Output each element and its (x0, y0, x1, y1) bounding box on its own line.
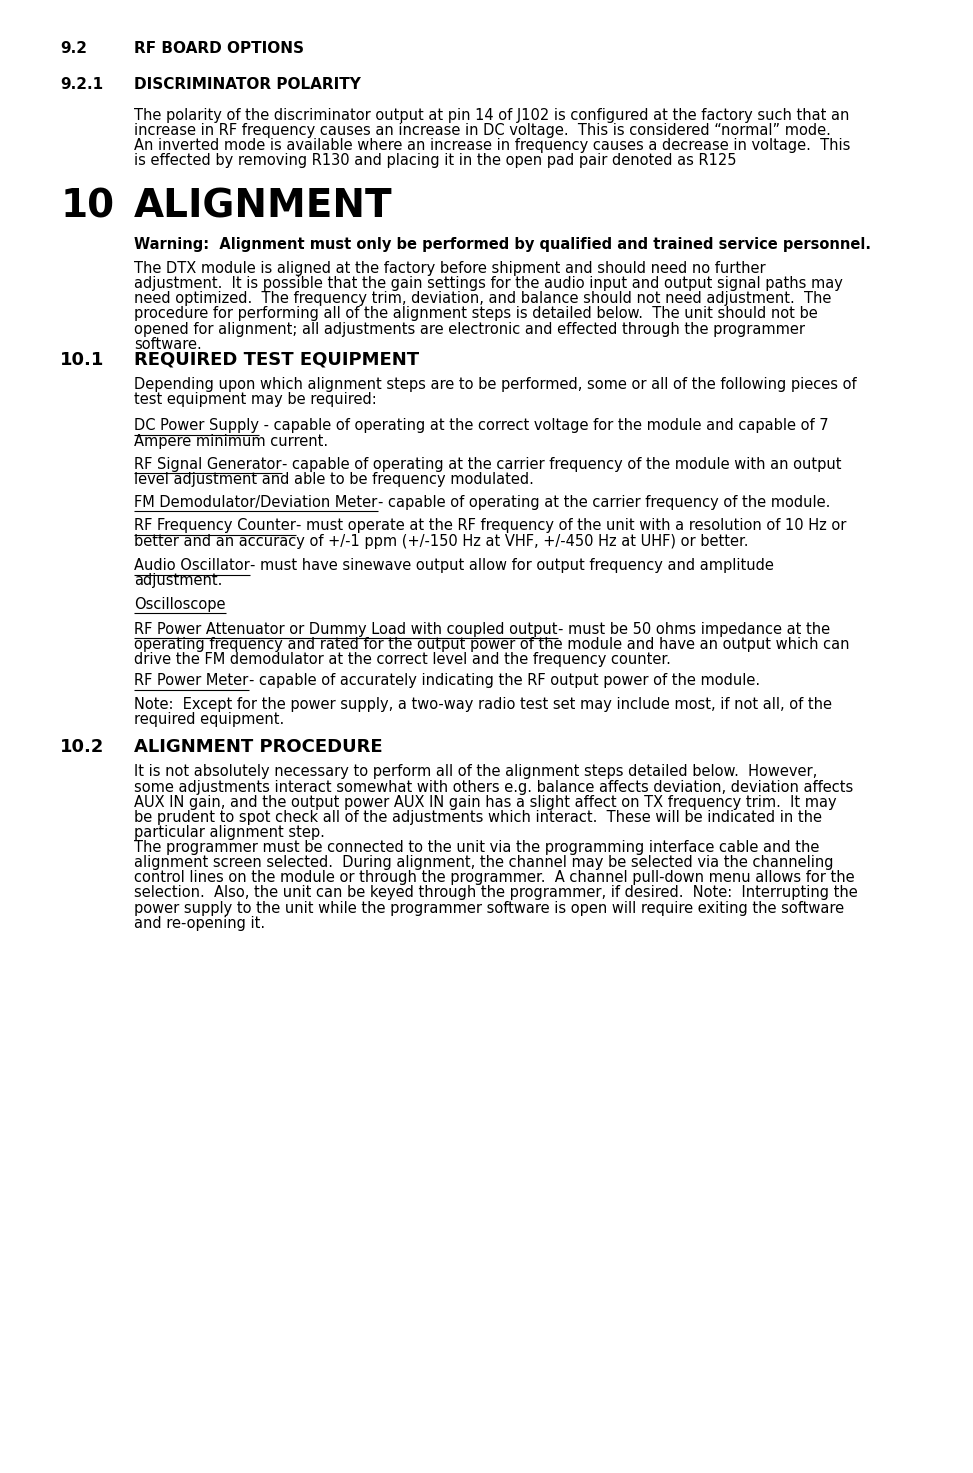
Text: 10: 10 (60, 187, 115, 225)
Text: DC Power Supply: DC Power Supply (134, 418, 259, 433)
Text: power supply to the unit while the programmer software is open will require exit: power supply to the unit while the progr… (134, 900, 845, 916)
Text: - must be 50 ohms impedance at the: - must be 50 ohms impedance at the (558, 622, 830, 636)
Text: Depending upon which alignment steps are to be performed, some or all of the fol: Depending upon which alignment steps are… (134, 377, 857, 392)
Text: adjustment.: adjustment. (134, 573, 223, 589)
Text: The DTX module is aligned at the factory before shipment and should need no furt: The DTX module is aligned at the factory… (134, 261, 766, 275)
Text: Oscilloscope: Oscilloscope (134, 597, 226, 611)
Text: Note:  Except for the power supply, a two-way radio test set may include most, i: Note: Except for the power supply, a two… (134, 697, 832, 711)
Text: increase in RF frequency causes an increase in DC voltage.  This is considered “: increase in RF frequency causes an incre… (134, 122, 831, 138)
Text: particular alignment step.: particular alignment step. (134, 825, 325, 841)
Text: RF Signal Generator: RF Signal Generator (134, 457, 282, 471)
Text: REQUIRED TEST EQUIPMENT: REQUIRED TEST EQUIPMENT (134, 351, 419, 368)
Text: 9.2: 9.2 (60, 41, 88, 56)
Text: - capable of accurately indicating the RF output power of the module.: - capable of accurately indicating the R… (248, 673, 760, 688)
Text: RF Power Meter: RF Power Meter (134, 673, 248, 688)
Text: RF BOARD OPTIONS: RF BOARD OPTIONS (134, 41, 305, 56)
Text: control lines on the module or through the programmer.  A channel pull-down menu: control lines on the module or through t… (134, 871, 855, 885)
Text: some adjustments interact somewhat with others e.g. balance affects deviation, d: some adjustments interact somewhat with … (134, 779, 853, 795)
Text: Ampere minimum current.: Ampere minimum current. (134, 433, 329, 449)
Text: software.: software. (134, 337, 202, 352)
Text: test equipment may be required:: test equipment may be required: (134, 392, 377, 408)
Text: Warning:  Alignment must only be performed by qualified and trained service pers: Warning: Alignment must only be performe… (134, 237, 871, 252)
Text: required equipment.: required equipment. (134, 711, 284, 728)
Text: RF Frequency Counter: RF Frequency Counter (134, 518, 296, 533)
Text: need optimized.  The frequency trim, deviation, and balance should not need adju: need optimized. The frequency trim, devi… (134, 292, 832, 306)
Text: Audio Oscillator: Audio Oscillator (134, 558, 250, 573)
Text: alignment screen selected.  During alignment, the channel may be selected via th: alignment screen selected. During alignm… (134, 854, 834, 871)
Text: 10.1: 10.1 (60, 351, 105, 368)
Text: opened for alignment; all adjustments are electronic and effected through the pr: opened for alignment; all adjustments ar… (134, 321, 806, 337)
Text: ALIGNMENT PROCEDURE: ALIGNMENT PROCEDURE (134, 738, 383, 756)
Text: better and an accuracy of +/-1 ppm (+/-150 Hz at VHF, +/-450 Hz at UHF) or bette: better and an accuracy of +/-1 ppm (+/-1… (134, 533, 749, 549)
Text: 9.2.1: 9.2.1 (60, 77, 103, 91)
Text: procedure for performing all of the alignment steps is detailed below.  The unit: procedure for performing all of the alig… (134, 306, 818, 321)
Text: operating frequency and rated for the output power of the module and have an out: operating frequency and rated for the ou… (134, 636, 849, 653)
Text: - capable of operating at the carrier frequency of the module.: - capable of operating at the carrier fr… (378, 495, 830, 510)
Text: - capable of operating at the correct voltage for the module and capable of 7: - capable of operating at the correct vo… (259, 418, 829, 433)
Text: - must operate at the RF frequency of the unit with a resolution of 10 Hz or: - must operate at the RF frequency of th… (296, 518, 847, 533)
Text: 10.2: 10.2 (60, 738, 105, 756)
Text: be prudent to spot check all of the adjustments which interact.  These will be i: be prudent to spot check all of the adju… (134, 810, 822, 825)
Text: The polarity of the discriminator output at pin 14 of J102 is configured at the : The polarity of the discriminator output… (134, 108, 849, 122)
Text: and re-opening it.: and re-opening it. (134, 916, 266, 931)
Text: level adjustment and able to be frequency modulated.: level adjustment and able to be frequenc… (134, 471, 534, 488)
Text: selection.  Also, the unit can be keyed through the programmer, if desired.  Not: selection. Also, the unit can be keyed t… (134, 885, 858, 900)
Text: The programmer must be connected to the unit via the programming interface cable: The programmer must be connected to the … (134, 840, 819, 854)
Text: DISCRIMINATOR POLARITY: DISCRIMINATOR POLARITY (134, 77, 361, 91)
Text: AUX IN gain, and the output power AUX IN gain has a slight affect on TX frequenc: AUX IN gain, and the output power AUX IN… (134, 795, 837, 810)
Text: is effected by removing R130 and placing it in the open pad pair denoted as R125: is effected by removing R130 and placing… (134, 153, 737, 168)
Text: - capable of operating at the carrier frequency of the module with an output: - capable of operating at the carrier fr… (282, 457, 842, 471)
Text: adjustment.  It is possible that the gain settings for the audio input and outpu: adjustment. It is possible that the gain… (134, 275, 844, 292)
Text: drive the FM demodulator at the correct level and the frequency counter.: drive the FM demodulator at the correct … (134, 653, 671, 667)
Text: FM Demodulator/Deviation Meter: FM Demodulator/Deviation Meter (134, 495, 378, 510)
Text: An inverted mode is available where an increase in frequency causes a decrease i: An inverted mode is available where an i… (134, 138, 850, 153)
Text: RF Power Attenuator or Dummy Load with coupled output: RF Power Attenuator or Dummy Load with c… (134, 622, 558, 636)
Text: It is not absolutely necessary to perform all of the alignment steps detailed be: It is not absolutely necessary to perfor… (134, 764, 817, 779)
Text: - must have sinewave output allow for output frequency and amplitude: - must have sinewave output allow for ou… (250, 558, 774, 573)
Text: ALIGNMENT: ALIGNMENT (134, 187, 393, 225)
